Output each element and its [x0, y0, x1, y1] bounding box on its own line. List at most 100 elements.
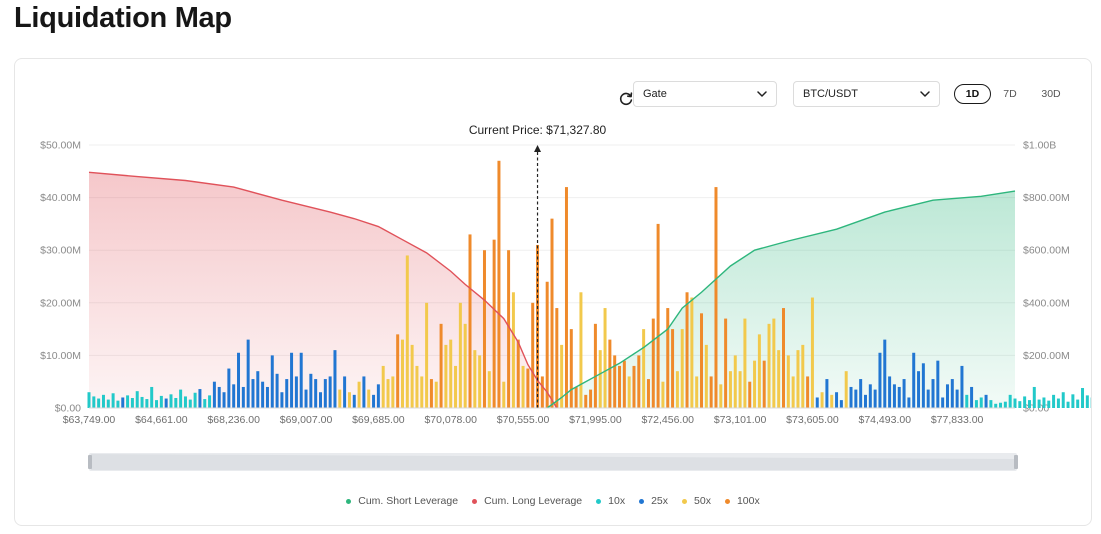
refresh-icon	[619, 92, 633, 106]
legend-dot	[472, 498, 478, 504]
legend-label: 100x	[736, 495, 760, 507]
legend-item-cum-short[interactable]: Cum. Short Leverage	[346, 495, 458, 507]
legend-item-10x[interactable]: 10x	[596, 495, 625, 507]
bar-10x	[1085, 395, 1089, 408]
bar-10x	[135, 391, 139, 408]
range-slider-handle-right	[1014, 455, 1018, 469]
bar-25x	[372, 394, 376, 408]
bar-100x	[516, 339, 520, 408]
bar-25x	[863, 394, 867, 408]
bar-10x	[203, 399, 207, 408]
bar-25x	[859, 379, 863, 408]
liquidation-chart-card: Gate BTC/USDT 1D 7D 30D $0.00 $0.00 $10.00…	[14, 58, 1092, 526]
bar-100x	[526, 368, 530, 408]
page-title: Liquidation Map	[14, 2, 232, 34]
bar-10x	[1013, 398, 1017, 408]
bar-50x	[463, 323, 467, 408]
pair-select[interactable]: BTC/USDT	[793, 81, 940, 107]
x-tick-label: $73,605.00	[786, 414, 839, 426]
bar-25x	[902, 379, 906, 408]
bar-50x	[367, 389, 371, 408]
x-tick-label: $69,007.00	[280, 414, 333, 426]
bar-100x	[685, 292, 689, 408]
bar-50x	[405, 255, 409, 408]
bar-100x	[468, 234, 472, 408]
bar-50x	[820, 392, 824, 408]
bar-10x	[1076, 399, 1080, 408]
bar-10x	[101, 394, 105, 408]
bar-25x	[333, 350, 337, 408]
bar-50x	[680, 329, 684, 408]
bar-10x	[1056, 398, 1060, 408]
legend-item-25x[interactable]: 25x	[639, 495, 668, 507]
bar-10x	[999, 402, 1003, 408]
bar-25x	[265, 386, 269, 408]
legend-label: Cum. Long Leverage	[484, 495, 583, 507]
bar-25x	[232, 384, 236, 408]
bar-25x	[849, 386, 853, 408]
cum-long-line	[88, 171, 558, 409]
bar-10x	[97, 398, 101, 408]
legend-item-100x[interactable]: 100x	[724, 495, 760, 507]
bar-10x	[130, 398, 134, 408]
refresh-button[interactable]	[616, 89, 636, 109]
bar-50x	[786, 355, 790, 408]
bar-10x	[979, 397, 983, 408]
bar-25x	[352, 394, 356, 408]
bar-50x	[753, 360, 757, 408]
bar-25x	[926, 389, 930, 408]
bar-25x	[309, 373, 313, 408]
bar-100x	[709, 376, 713, 408]
bar-10x	[106, 399, 110, 408]
exchange-select[interactable]: Gate	[633, 81, 777, 107]
bar-10x	[1003, 401, 1007, 408]
timeframe-30d-button[interactable]: 30D	[1041, 88, 1061, 100]
legend-dot	[724, 498, 730, 504]
x-tick-label: $63,749.00	[63, 414, 116, 426]
y-right-tick-label: $1.00B	[1023, 140, 1056, 152]
timeframe-1d-button[interactable]: 1D	[954, 84, 991, 104]
timeframe-7d-button[interactable]: 7D	[1003, 88, 1017, 100]
y-left-tick-label: $10.00M	[40, 350, 81, 362]
bar-25x	[892, 384, 896, 408]
bar-50x	[400, 339, 404, 408]
bar-50x	[357, 381, 361, 408]
bar-25x	[883, 339, 887, 408]
bar-100x	[762, 360, 766, 408]
bar-50x	[434, 381, 438, 408]
legend-dot	[639, 498, 645, 504]
bar-25x	[936, 360, 940, 408]
bar-100x	[584, 394, 588, 408]
bar-100x	[700, 313, 704, 408]
bar-25x	[328, 376, 332, 408]
bar-25x	[241, 386, 245, 408]
cum-long-area	[89, 172, 557, 408]
range-slider-handle-left	[88, 455, 92, 469]
legend-label: 10x	[608, 495, 626, 507]
legend-dot	[346, 498, 352, 504]
bar-10x	[126, 395, 130, 408]
bar-10x	[116, 400, 120, 408]
bar-50x	[410, 344, 414, 408]
bar-25x	[825, 379, 829, 408]
bar-50x	[502, 381, 506, 408]
bar-100x	[666, 308, 670, 408]
bar-50x	[511, 292, 515, 408]
bar-50x	[810, 297, 814, 408]
bar-100x	[714, 187, 718, 408]
bar-50x	[830, 394, 834, 408]
bar-100x	[608, 339, 612, 408]
bar-10x	[1061, 392, 1065, 408]
legend-item-cum-long[interactable]: Cum. Long Leverage	[472, 495, 582, 507]
bar-25x	[121, 397, 125, 408]
bar-50x	[704, 344, 708, 408]
bar-50x	[420, 376, 424, 408]
bar-10x	[140, 396, 144, 408]
bar-10x	[155, 400, 159, 408]
bar-25x	[984, 394, 988, 408]
bar-25x	[246, 339, 250, 408]
bar-100x	[531, 302, 535, 408]
x-tick-label: $71,995.00	[569, 414, 622, 426]
bar-25x	[227, 368, 231, 408]
legend-item-50x[interactable]: 50x	[682, 495, 711, 507]
